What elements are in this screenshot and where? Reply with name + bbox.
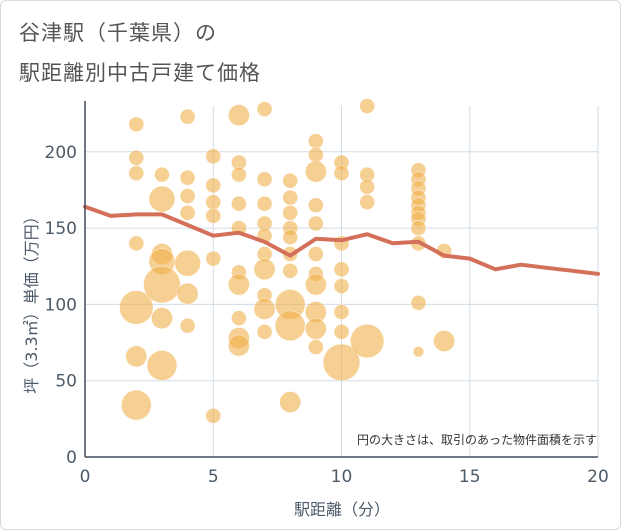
bubble-point bbox=[119, 290, 154, 325]
bubble-point bbox=[146, 350, 178, 381]
bubble-point bbox=[282, 172, 299, 189]
bubble-point bbox=[282, 229, 299, 246]
x-tick-label: 5 bbox=[208, 467, 219, 487]
bubble-point bbox=[230, 195, 247, 212]
bubble-point bbox=[120, 389, 152, 421]
bubble-point bbox=[205, 194, 222, 211]
bubble-point bbox=[359, 178, 376, 195]
x-tick-label: 0 bbox=[80, 467, 91, 487]
bubble-point bbox=[128, 149, 145, 166]
bubble-point bbox=[333, 304, 350, 320]
bubble-point bbox=[230, 166, 247, 183]
bubble-point bbox=[230, 310, 247, 327]
bubble-point bbox=[333, 261, 350, 278]
bubble-point bbox=[333, 165, 350, 182]
trend-line bbox=[83, 204, 600, 276]
bubble-point bbox=[179, 317, 196, 334]
bubble-point bbox=[274, 310, 306, 342]
bubble-point bbox=[143, 265, 181, 304]
bubble-point bbox=[205, 250, 222, 267]
bubble-point bbox=[304, 317, 327, 340]
bubble-point bbox=[227, 334, 250, 357]
bubble-layer bbox=[119, 98, 456, 424]
bubble-point bbox=[205, 177, 222, 194]
bubble-point bbox=[128, 235, 145, 252]
bubble-point bbox=[256, 323, 273, 340]
bubble-point bbox=[256, 101, 273, 117]
bubble-point bbox=[359, 98, 376, 114]
y-tick-label: 100 bbox=[45, 295, 77, 315]
bubble-point bbox=[359, 194, 376, 211]
bubble-point bbox=[282, 189, 299, 206]
bubble-point bbox=[174, 249, 202, 277]
x-tick-label: 20 bbox=[587, 467, 609, 487]
bubble-point bbox=[148, 185, 176, 213]
bubble-point bbox=[205, 407, 222, 424]
bubble-point bbox=[179, 108, 196, 125]
bubble-point bbox=[333, 278, 350, 294]
bubble-point bbox=[307, 215, 324, 232]
bubble-point bbox=[307, 246, 324, 262]
bubble-point bbox=[410, 220, 427, 236]
y-tick-label: 0 bbox=[66, 448, 77, 468]
bubble-point bbox=[307, 146, 324, 163]
bubble-point bbox=[179, 169, 196, 186]
chart-title-line-2: 駅距離別中古戸建て価格 bbox=[19, 61, 261, 85]
bubble-point bbox=[176, 282, 199, 305]
bubble-point bbox=[128, 116, 145, 133]
y-tick-label: 150 bbox=[45, 219, 77, 239]
bubble-point bbox=[307, 197, 324, 214]
bubble-point bbox=[256, 171, 273, 188]
bubble-point bbox=[205, 148, 222, 165]
y-tick-label: 50 bbox=[55, 372, 77, 392]
bubble-point bbox=[433, 330, 456, 353]
bubble-point bbox=[349, 323, 385, 359]
x-tick-label: 10 bbox=[331, 467, 353, 487]
bubble-point bbox=[179, 204, 196, 221]
y-axis-label: 坪（3.3㎡）単価（万円） bbox=[22, 208, 41, 393]
bubble-point bbox=[150, 307, 173, 330]
bubble-point bbox=[282, 204, 299, 221]
bubble-point bbox=[253, 297, 276, 320]
bubble-point bbox=[410, 294, 427, 311]
y-tick-label: 200 bbox=[45, 143, 77, 163]
x-tick-label: 15 bbox=[459, 467, 481, 487]
x-axis-label: 駅距離（分） bbox=[294, 500, 390, 519]
bubble-point bbox=[205, 207, 222, 224]
bubble-point bbox=[125, 345, 148, 368]
bubble-point bbox=[227, 104, 250, 127]
bubble-point bbox=[154, 166, 170, 183]
bubble-point bbox=[307, 133, 324, 150]
bubble-point bbox=[282, 262, 299, 279]
bubble-point bbox=[304, 160, 327, 183]
bubble-point bbox=[304, 273, 327, 296]
bubble-point bbox=[227, 273, 250, 296]
bubble-point bbox=[307, 339, 324, 356]
bubble-point bbox=[279, 391, 302, 414]
bubble-point bbox=[179, 188, 196, 204]
chart-title-line-1: 谷津駅（千葉県）の bbox=[19, 21, 217, 45]
bubble-point bbox=[333, 323, 350, 340]
bubble-point bbox=[322, 343, 361, 382]
trend-layer bbox=[83, 204, 600, 276]
bubble-point bbox=[253, 258, 276, 281]
bubble-point bbox=[256, 195, 273, 212]
bubble-point bbox=[128, 165, 145, 182]
bubble-point bbox=[412, 346, 425, 358]
chart-note: 円の大きさは、取引のあった物件面積を示す bbox=[357, 432, 597, 447]
